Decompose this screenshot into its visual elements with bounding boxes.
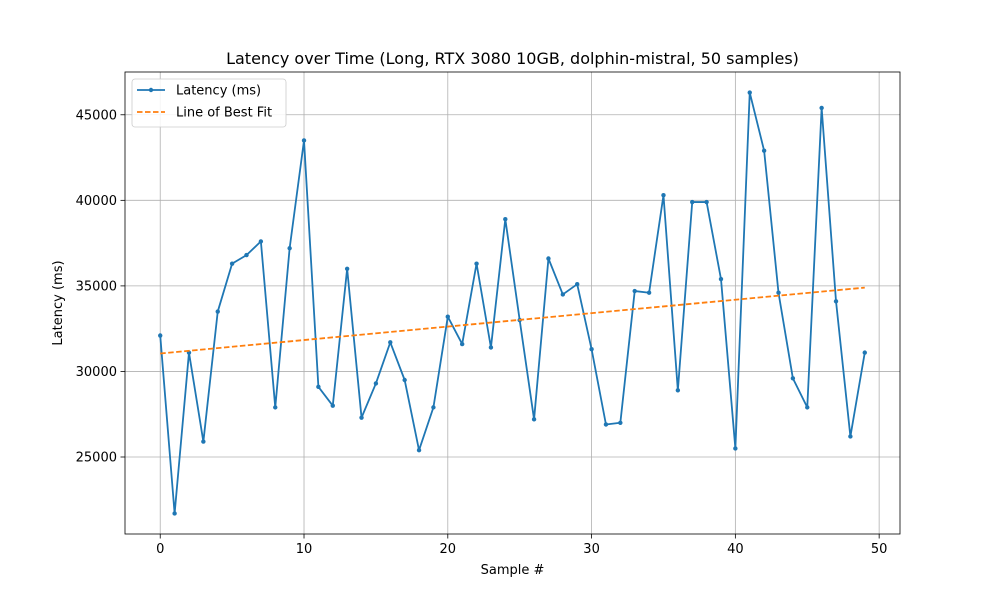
data-point-latency [733, 446, 738, 451]
data-point-latency [229, 261, 235, 266]
y-tick-label: 30000 [76, 365, 117, 380]
data-point-latency [445, 314, 450, 319]
legend-marker-latency [148, 87, 154, 93]
series-line-latency [159, 91, 866, 515]
data-point-latency [330, 403, 335, 408]
data-point-latency [589, 347, 594, 352]
series-line-best-fit [160, 286, 865, 355]
data-point-latency [316, 384, 321, 390]
data-point-latency [201, 439, 206, 444]
data-point-latency [805, 405, 810, 410]
data-point-latency [848, 434, 853, 439]
x-axis-label: Sample # [481, 563, 545, 578]
data-point-latency [790, 376, 796, 381]
data-point-latency [273, 405, 278, 410]
data-point-latency [690, 199, 695, 205]
legend: Latency (ms) Line of Best Fit [131, 78, 287, 128]
data-point-latency [172, 511, 177, 516]
data-point-latency [747, 90, 752, 95]
x-tick-label: 0 [156, 542, 164, 557]
data-point-latency [301, 138, 307, 143]
data-point-latency [862, 350, 867, 355]
data-point-latency [373, 381, 379, 386]
y-axis-label: Latency (ms) [51, 260, 66, 345]
data-point-latency [546, 256, 551, 261]
data-point-latency [244, 252, 249, 258]
grid [125, 72, 900, 534]
data-point-latency [503, 216, 508, 222]
x-tick-label: 50 [871, 542, 888, 557]
data-point-latency [646, 290, 652, 295]
data-point-latency [459, 341, 465, 347]
y-tick-label: 45000 [76, 108, 117, 123]
x-tick-label: 10 [296, 542, 313, 557]
data-point-latency [388, 340, 393, 345]
legend-label-latency: Latency (ms) [176, 84, 261, 99]
data-point-latency [704, 199, 709, 205]
data-point-latency [675, 388, 681, 393]
data-point-latency [488, 345, 494, 350]
data-point-latency [603, 422, 609, 427]
data-point-latency [531, 417, 537, 422]
data-point-latency [661, 193, 666, 198]
data-point-latency [632, 288, 637, 294]
data-point-latency [359, 415, 364, 420]
plot-frame [124, 71, 901, 535]
data-point-latency [618, 420, 623, 425]
data-point-latency [474, 261, 479, 266]
x-tick-label: 40 [727, 542, 744, 557]
data-point-latency [575, 281, 580, 287]
data-point-latency [158, 333, 163, 338]
chart-title: Latency over Time (Long, RTX 3080 10GB, … [226, 49, 799, 68]
data-point-latency [761, 148, 767, 153]
data-point-latency [344, 266, 350, 271]
y-tick-label: 25000 [76, 451, 117, 466]
data-point-latency [215, 309, 220, 314]
series-layer [158, 90, 867, 516]
data-point-latency [718, 276, 724, 282]
legend-box [131, 78, 287, 128]
y-tick-label: 35000 [76, 279, 117, 294]
data-point-latency [402, 377, 407, 383]
y-tick-label: 40000 [76, 194, 117, 209]
data-point-latency [287, 246, 292, 251]
data-point-latency [431, 405, 436, 410]
data-point-latency [416, 447, 422, 453]
data-point-latency [258, 239, 264, 244]
data-point-latency [560, 292, 566, 297]
data-point-latency [776, 290, 781, 295]
x-tick-label: 20 [440, 542, 457, 557]
axis-ticks: 0 10 20 30 40 50 25000 30000 35000 40000 45000 [76, 108, 888, 557]
data-point-latency [833, 299, 839, 304]
x-tick-label: 30 [583, 542, 600, 557]
data-point-latency [819, 105, 824, 111]
legend-label-best-fit: Line of Best Fit [176, 106, 272, 121]
